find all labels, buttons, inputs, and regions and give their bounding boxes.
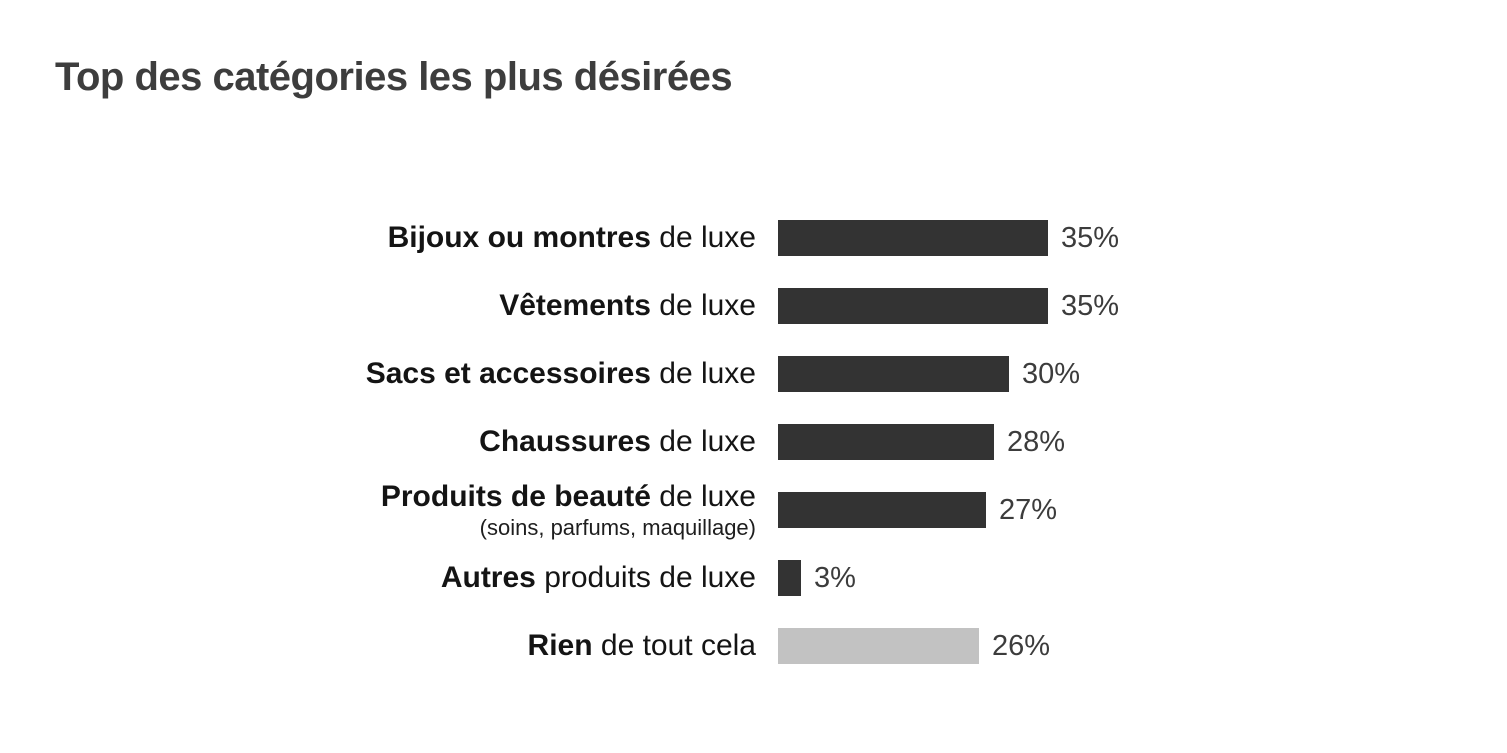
category-label: Chaussures de luxe bbox=[0, 426, 756, 458]
category-label-bold: Chaussures bbox=[479, 425, 651, 459]
chart-row: Chaussures de luxe 28% bbox=[0, 408, 1507, 476]
category-label-bold: Rien bbox=[527, 629, 593, 663]
category-label-regular: de luxe bbox=[650, 289, 756, 323]
category-label: Vêtements de luxe bbox=[0, 290, 756, 322]
chart-title: Top des catégories les plus désirées bbox=[55, 55, 733, 99]
chart-row: Produits de beauté de luxe (soins, parfum… bbox=[0, 476, 1507, 544]
value-label: 27% bbox=[999, 493, 1058, 526]
category-label: Rien de tout cela bbox=[0, 630, 756, 662]
bar bbox=[778, 356, 1009, 392]
category-label: Produits de beauté de luxe (soins, parfum… bbox=[0, 481, 756, 539]
category-label-regular: de luxe bbox=[650, 221, 756, 255]
bar bbox=[778, 288, 1048, 324]
category-label-regular: de tout cela bbox=[592, 629, 756, 663]
category-label-regular: de luxe bbox=[650, 357, 756, 391]
value-label: 3% bbox=[814, 561, 856, 594]
category-sublabel: (soins, parfums, maquillage) bbox=[479, 514, 756, 540]
category-label: Autres produits de luxe bbox=[0, 562, 756, 594]
category-label-regular: de luxe bbox=[650, 425, 756, 459]
value-label: 35% bbox=[1061, 289, 1120, 322]
value-label: 26% bbox=[992, 629, 1051, 662]
bar bbox=[778, 628, 979, 664]
bar bbox=[778, 220, 1048, 256]
category-label-regular: produits de luxe bbox=[535, 561, 756, 595]
category-label-bold: Bijoux ou montres bbox=[387, 221, 651, 255]
category-label-regular: de luxe bbox=[650, 480, 756, 514]
chart-row: Vêtements de luxe 35% bbox=[0, 272, 1507, 340]
chart-row: Rien de tout cela 26% bbox=[0, 612, 1507, 680]
chart-row: Autres produits de luxe 3% bbox=[0, 544, 1507, 612]
category-label: Bijoux ou montres de luxe bbox=[0, 222, 756, 254]
bar-chart: Bijoux ou montres de luxe 35% Vêtements de… bbox=[0, 204, 1507, 680]
bar bbox=[778, 560, 801, 596]
bar bbox=[778, 492, 986, 528]
value-label: 28% bbox=[1007, 425, 1066, 458]
category-label-bold: Vêtements bbox=[499, 289, 651, 323]
bar bbox=[778, 424, 994, 460]
category-label-bold: Autres bbox=[440, 561, 536, 595]
value-label: 30% bbox=[1022, 357, 1081, 390]
chart-row: Bijoux ou montres de luxe 35% bbox=[0, 204, 1507, 272]
category-label-bold: Sacs et accessoires bbox=[365, 357, 651, 391]
chart-row: Sacs et accessoires de luxe 30% bbox=[0, 340, 1507, 408]
category-label: Sacs et accessoires de luxe bbox=[0, 358, 756, 390]
category-label-bold: Produits de beauté bbox=[380, 480, 651, 514]
value-label: 35% bbox=[1061, 221, 1120, 254]
